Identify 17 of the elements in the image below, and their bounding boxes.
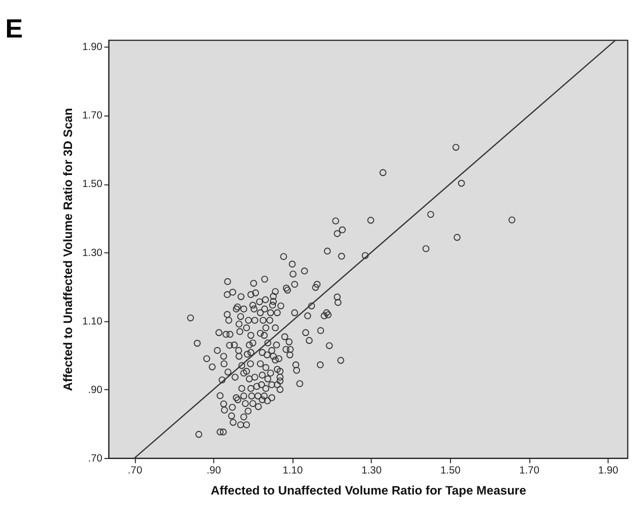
y-tick-label: .90	[88, 384, 103, 396]
x-tick-label: .90	[206, 466, 222, 477]
y-tick-label: 1.10	[82, 316, 103, 328]
chart-title: E	[5, 14, 23, 44]
y-tick-label: 1.90	[82, 42, 103, 54]
y-tick-label: .70	[88, 453, 103, 464]
y-tick-label: 1.30	[82, 248, 103, 259]
y-tick-label: 1.70	[82, 110, 103, 122]
x-tick-label: .70	[128, 466, 142, 477]
x-tick-label: 1.50	[440, 466, 461, 477]
x-tick-label: 1.10	[282, 466, 304, 477]
x-tick-label: 1.70	[519, 466, 540, 477]
x-tick-label: 1.90	[598, 466, 619, 477]
x-axis-title: Affected to Unaffected Volume Ratio for Tape Measure	[210, 483, 526, 498]
y-tick-label: 1.50	[82, 179, 103, 190]
x-tick-label: 1.30	[362, 466, 382, 477]
y-axis-title: Affected to Unaffected Volume Ratio for 3D Scan	[60, 108, 75, 391]
